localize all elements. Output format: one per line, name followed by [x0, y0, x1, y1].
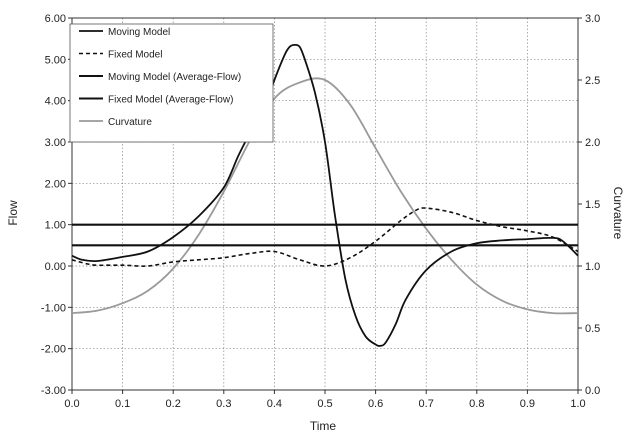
series-line-curvature	[71, 77, 579, 315]
y2-tick-label: 1.0	[585, 261, 600, 273]
y-tick-label: -3.00	[41, 385, 66, 397]
y-tick-label: 6.00	[45, 13, 66, 25]
y-axis-title: Flow	[6, 200, 20, 226]
x-axis-ticks: 0.0 0.1 0.2 0.3 0.4 0.5 0.6 0.7 0.8 0.9 1.0	[64, 390, 586, 410]
y2-tick-label: 3.0	[585, 13, 600, 25]
y2-tick-label: 2.0	[585, 137, 600, 149]
legend-label: Curvature	[108, 117, 152, 128]
legend-label: Fixed Model (Average-Flow)	[108, 95, 233, 106]
y-tick-label: 2.00	[45, 178, 66, 190]
x-axis-title: Time	[310, 419, 337, 433]
legend-label: Moving Model	[108, 27, 170, 38]
y2-tick-label: 1.5	[585, 199, 600, 211]
x-tick-label: 0.8	[469, 398, 484, 410]
x-tick-label: 0.5	[317, 398, 332, 410]
x-tick-label: 0.0	[64, 398, 79, 410]
y2-tick-label: 0.5	[585, 323, 600, 335]
x-tick-label: 0.7	[419, 398, 434, 410]
y-tick-label: 3.00	[45, 137, 66, 149]
y2-tick-label: 2.5	[585, 75, 600, 87]
series-layer	[71, 43, 579, 347]
x-tick-label: 0.2	[166, 398, 181, 410]
y2-tick-label: 0.0	[585, 385, 600, 397]
y-tick-label: -2.00	[41, 344, 66, 356]
y-tick-label: 5.00	[45, 54, 66, 66]
x-tick-label: 0.4	[267, 398, 282, 410]
series-line-moving-model	[71, 43, 579, 347]
legend: Moving Model Fixed Model Moving Model (Ave…	[69, 23, 274, 143]
legend-box	[69, 23, 274, 143]
x-tick-label: 0.3	[216, 398, 231, 410]
x-tick-label: 0.6	[368, 398, 383, 410]
y-tick-label: -1.00	[41, 302, 66, 314]
series-line-fixed-model	[71, 207, 579, 267]
y-tick-label: 1.00	[45, 220, 66, 232]
y-tick-label: 0.00	[45, 261, 66, 273]
y-tick-label: 4.00	[45, 96, 66, 108]
legend-label: Moving Model (Average-Flow)	[108, 72, 241, 83]
y-axis-ticks: -3.00 -2.00 -1.00 0.00 1.00 2.00 3.00 4.00 5.00 6…	[41, 13, 72, 397]
x-tick-label: 1.0	[570, 398, 585, 410]
y2-axis-title: Curvature	[611, 187, 625, 240]
x-tick-label: 0.9	[520, 398, 535, 410]
legend-label: Fixed Model	[108, 50, 162, 61]
y2-axis-ticks: 0.0 0.5 1.0 1.5 2.0 2.5 3.0	[578, 13, 600, 397]
x-tick-label: 0.1	[115, 398, 130, 410]
